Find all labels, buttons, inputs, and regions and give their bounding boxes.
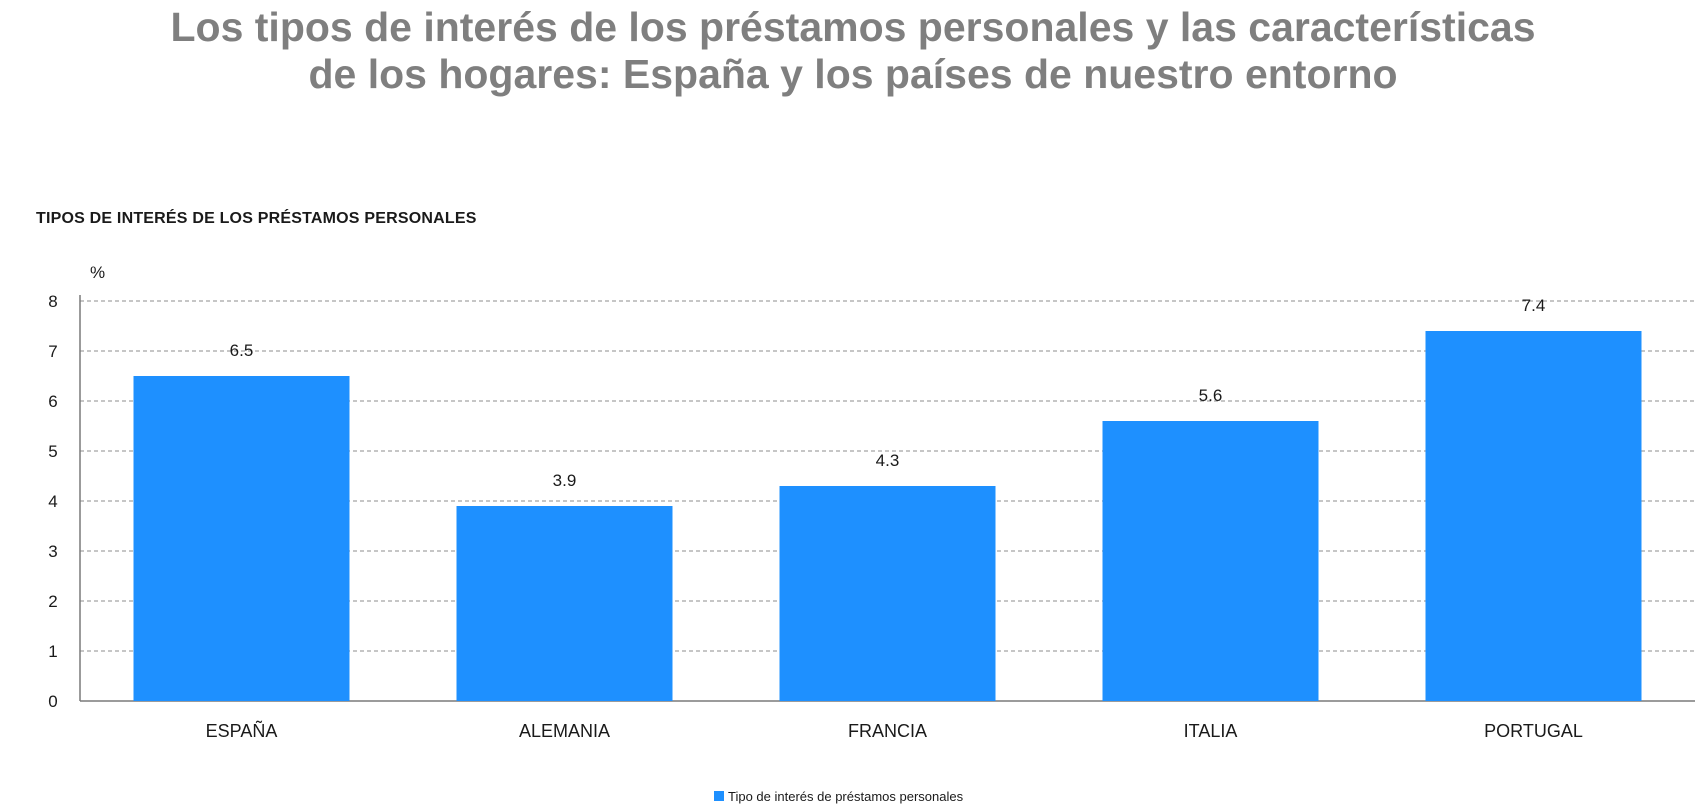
x-tick-label: ESPAÑA — [206, 720, 278, 741]
x-tick-label: ITALIA — [1184, 721, 1238, 741]
y-axis-label: % — [90, 263, 105, 282]
y-tick-label: 2 — [48, 592, 57, 611]
legend: Tipo de interés de préstamos personales — [714, 789, 964, 804]
title-line-1: Los tipos de interés de los préstamos pe… — [170, 4, 1536, 50]
data-labels: 6.5 3.9 4.3 5.6 7.4 — [230, 296, 1546, 490]
title-line-2: de los hogares: España y los países de n… — [308, 51, 1398, 97]
y-tick-label: 7 — [48, 342, 57, 361]
y-tick-label: 3 — [48, 542, 57, 561]
x-tick-labels: ESPAÑA ALEMANIA FRANCIA ITALIA PORTUGAL — [206, 720, 1583, 741]
data-label: 3.9 — [553, 471, 577, 490]
page-title: Los tipos de interés de los préstamos pe… — [0, 4, 1706, 98]
legend-swatch — [714, 791, 724, 801]
bar — [1425, 331, 1642, 701]
bar — [1102, 421, 1319, 701]
y-tick-label: 6 — [48, 392, 57, 411]
data-label: 7.4 — [1522, 296, 1546, 315]
data-label: 5.6 — [1199, 386, 1223, 405]
y-tick-label: 5 — [48, 442, 57, 461]
y-tick-label: 0 — [48, 692, 57, 711]
bar — [133, 376, 350, 701]
chart-title: TIPOS DE INTERÉS DE LOS PRÉSTAMOS PERSON… — [36, 210, 477, 227]
data-label: 4.3 — [876, 451, 900, 470]
bars — [133, 331, 1642, 701]
x-tick-label: FRANCIA — [848, 721, 927, 741]
y-tick-labels: 0 1 2 3 4 5 6 7 8% — [48, 263, 105, 711]
x-tick-label: ALEMANIA — [519, 721, 610, 741]
bar — [779, 486, 996, 701]
data-label: 6.5 — [230, 341, 254, 360]
legend-label: Tipo de interés de préstamos personales — [728, 789, 964, 804]
bar — [456, 506, 673, 701]
y-tick-label: 1 — [48, 642, 57, 661]
x-tick-label: PORTUGAL — [1484, 721, 1583, 741]
y-tick-label: 4 — [48, 492, 57, 511]
y-tick-label: 8 — [48, 292, 57, 311]
